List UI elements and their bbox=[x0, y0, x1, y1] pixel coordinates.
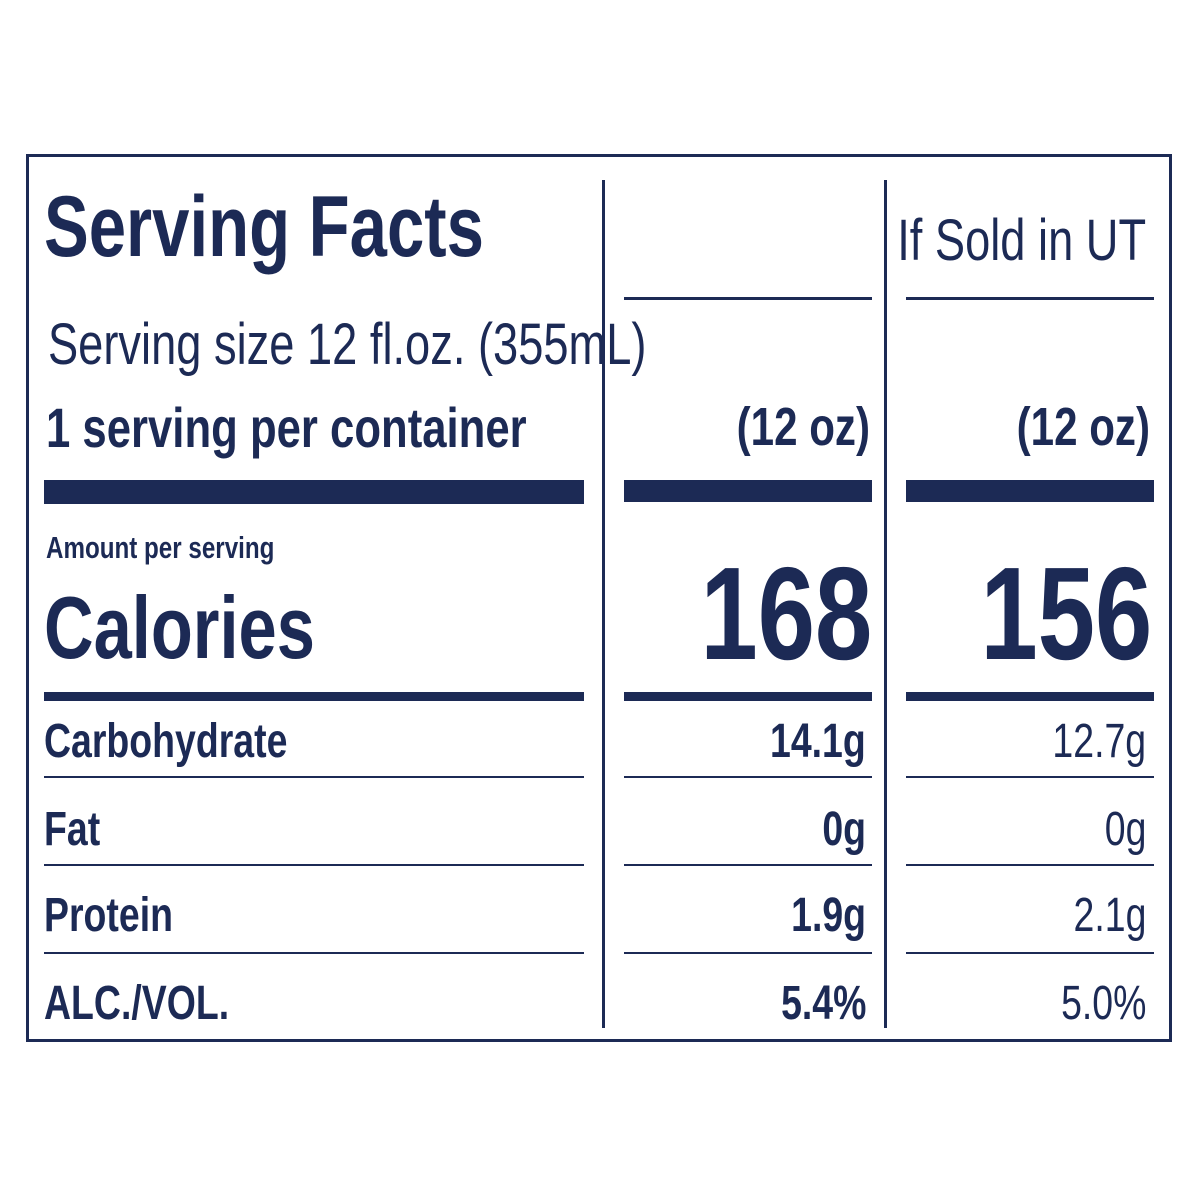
column-divider-1 bbox=[602, 180, 605, 1028]
calories-rule-column-2 bbox=[906, 692, 1154, 701]
utah-column-header: If Sold in UT bbox=[897, 208, 1146, 273]
column-2-calories: 156 bbox=[980, 540, 1152, 687]
nutrient-value-column-2: 2.1g bbox=[1073, 889, 1146, 942]
column-1-calories: 168 bbox=[700, 540, 872, 687]
column-2-header-rule bbox=[906, 297, 1154, 300]
nutrient-value-column-1: 14.1g bbox=[770, 715, 866, 768]
row-rule-column-2 bbox=[906, 952, 1154, 954]
row-rule-left bbox=[44, 952, 584, 954]
calories-label: Calories bbox=[44, 578, 315, 677]
panel-title: Serving Facts bbox=[44, 179, 484, 275]
nutrient-label: Protein bbox=[44, 889, 173, 942]
serving-facts-panel bbox=[26, 154, 1172, 1042]
serving-size: Serving size 12 fl.oz. (355mL) bbox=[48, 312, 647, 377]
column-2-size: (12 oz) bbox=[1016, 397, 1150, 457]
row-rule-column-1 bbox=[624, 864, 872, 866]
thick-bar-column-2 bbox=[906, 480, 1154, 502]
nutrient-value-column-1: 1.9g bbox=[791, 889, 866, 942]
column-divider-2 bbox=[884, 180, 887, 1028]
thick-bar-column-1 bbox=[624, 480, 872, 502]
nutrient-value-column-1: 0g bbox=[822, 803, 866, 856]
amount-per-serving: Amount per serving bbox=[46, 530, 275, 565]
nutrient-value-column-2: 12.7g bbox=[1052, 715, 1146, 768]
column-1-header-rule bbox=[624, 297, 872, 300]
nutrient-value-column-1: 5.4% bbox=[780, 977, 866, 1030]
row-rule-column-1 bbox=[624, 952, 872, 954]
row-rule-column-2 bbox=[906, 776, 1154, 778]
calories-rule-left bbox=[44, 692, 584, 701]
nutrient-label: Fat bbox=[44, 803, 101, 856]
nutrient-value-column-2: 0g bbox=[1104, 803, 1146, 856]
nutrient-value-column-2: 5.0% bbox=[1060, 977, 1146, 1030]
thick-bar-left bbox=[44, 480, 584, 504]
row-rule-left bbox=[44, 864, 584, 866]
nutrient-label: ALC./VOL. bbox=[44, 977, 230, 1030]
calories-rule-column-1 bbox=[624, 692, 872, 701]
servings-per-container: 1 serving per container bbox=[46, 396, 527, 459]
row-rule-left bbox=[44, 776, 584, 778]
row-rule-column-2 bbox=[906, 864, 1154, 866]
nutrient-label: Carbohydrate bbox=[44, 715, 288, 768]
row-rule-column-1 bbox=[624, 776, 872, 778]
column-1-size: (12 oz) bbox=[736, 397, 870, 457]
